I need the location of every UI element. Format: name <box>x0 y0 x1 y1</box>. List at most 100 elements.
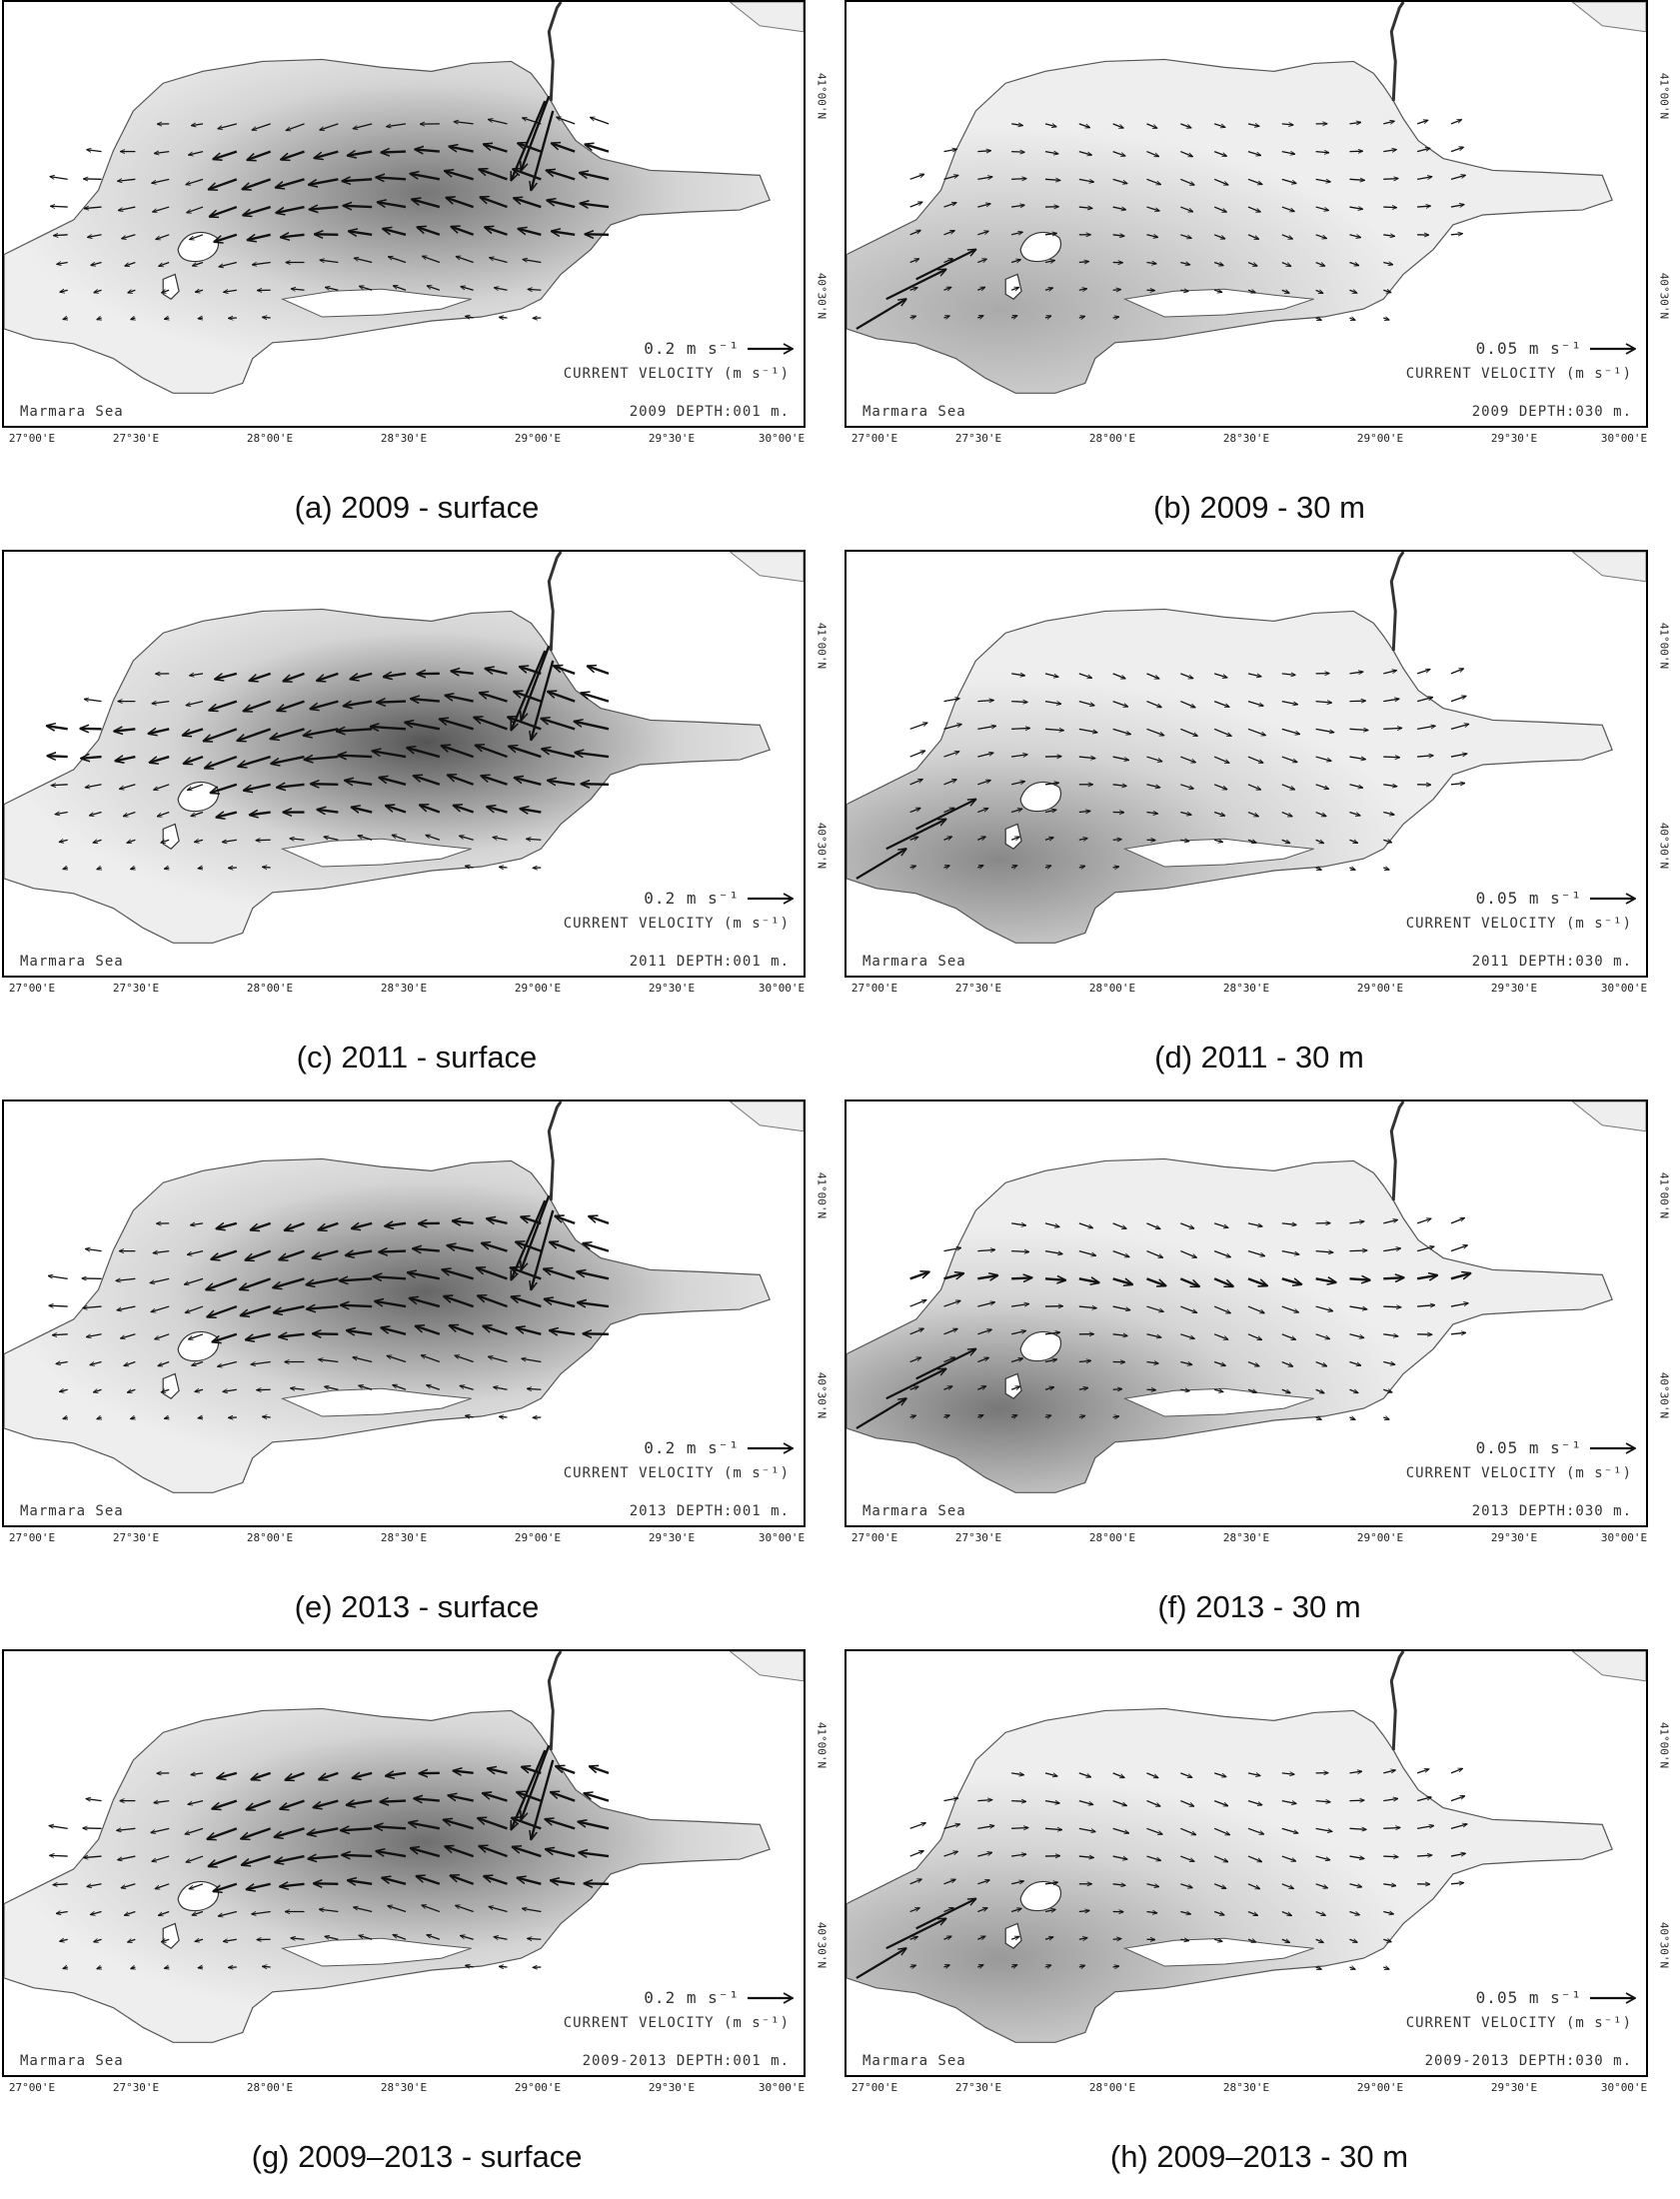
region-label: Marmara Sea <box>20 1503 124 1519</box>
velocity-arrow <box>1315 1333 1330 1339</box>
latitude-tick-label: 40°30'N <box>1657 1921 1671 1969</box>
velocity-arrow <box>552 143 576 153</box>
latitude-tick-label: 40°30'N <box>815 272 829 320</box>
region-label: Marmara Sea <box>862 954 966 970</box>
velocity-arrow <box>1450 1883 1463 1884</box>
velocity-arrow <box>1213 123 1225 127</box>
velocity-arrow <box>240 1277 272 1289</box>
velocity-arrow <box>191 811 204 817</box>
depth-label: 2009 DEPTH:030 m. <box>1471 404 1632 420</box>
scale-reference: 0.2 m s⁻¹ <box>644 339 794 358</box>
velocity-arrows <box>49 1744 610 1969</box>
velocity-arrow <box>251 1221 272 1230</box>
velocity-arrow <box>454 1771 474 1773</box>
velocity-arrow <box>585 144 610 153</box>
velocity-arrow <box>285 1221 305 1230</box>
velocity-arrow <box>977 753 993 758</box>
velocity-arrow <box>445 1846 475 1858</box>
velocity-arrow <box>350 672 373 680</box>
velocity-arrow <box>277 785 305 788</box>
velocity-arrow <box>909 1823 926 1829</box>
velocity-arrow <box>1010 1386 1019 1389</box>
velocity-arrow <box>909 1328 924 1335</box>
velocity-arrow <box>548 692 576 703</box>
velocity-arrow <box>271 728 305 739</box>
velocity-arrow <box>1315 1305 1333 1311</box>
velocity-arrow <box>405 723 441 731</box>
velocity-arrow <box>1010 288 1018 291</box>
velocity-arrow <box>1112 1416 1119 1417</box>
map-panel: 0.05 m s⁻¹ CURRENT VELOCITY (m s⁻¹) Marmar… <box>842 1649 1676 2199</box>
velocity-arrow <box>381 152 407 153</box>
velocity-arrow <box>943 837 952 840</box>
velocity-arrow <box>1044 1249 1062 1254</box>
velocity-arrow <box>1044 316 1051 318</box>
velocity-arrow <box>319 1909 339 1913</box>
velocity-arrow <box>427 286 441 291</box>
velocity-arrow <box>513 1847 542 1858</box>
velocity-arrow <box>555 1216 576 1224</box>
latitude-tick-label: 40°30'N <box>815 1371 829 1419</box>
velocity-arrow <box>1450 147 1463 153</box>
velocity-arrow <box>1450 175 1465 180</box>
velocity-arrow <box>499 317 508 318</box>
velocity-arrow <box>249 672 272 681</box>
velocity-arrow <box>1078 700 1094 706</box>
longitude-tick-label: 27°00'E <box>850 2081 898 2094</box>
velocity-arrow <box>1044 1359 1057 1362</box>
velocity-arrow <box>1011 755 1027 757</box>
velocity-arrow <box>319 1359 339 1363</box>
velocity-arrow <box>1247 261 1257 267</box>
velocity-arrow <box>1417 206 1430 207</box>
velocity-arrow <box>943 1908 954 1913</box>
velocity-arrow <box>89 811 102 816</box>
velocity-arrow <box>186 1855 204 1862</box>
velocity-arrow <box>53 1884 68 1885</box>
velocity-arrow <box>1281 1827 1298 1833</box>
longitude-tick-label: 30°00'E <box>758 2081 806 2094</box>
velocity-arrow <box>131 1967 136 1969</box>
velocity-arrow <box>340 1278 373 1280</box>
velocity-arrow <box>1416 1218 1431 1224</box>
velocity-arrow <box>1213 1883 1226 1889</box>
velocity-arrow <box>422 1905 441 1913</box>
velocity-arrow <box>286 123 305 131</box>
current-velocity-map <box>4 2 804 426</box>
velocity-arrow <box>1315 1939 1324 1942</box>
velocity-arrow <box>250 813 271 816</box>
velocity-arrow <box>1213 1333 1228 1339</box>
velocity-arrow <box>440 719 474 731</box>
velocity-arrow <box>1180 1249 1196 1258</box>
velocity-arrow <box>123 811 136 817</box>
velocity-arrow <box>521 1194 551 1269</box>
velocity-arrow <box>1349 729 1367 730</box>
velocity-arrow <box>164 1417 169 1418</box>
velocity-arrow <box>164 318 169 319</box>
velocity-arrow <box>291 1388 305 1389</box>
velocity-arrow <box>1112 123 1123 128</box>
velocity-arrow <box>381 1327 407 1335</box>
velocity-arrow <box>191 124 204 126</box>
velocity-arrow <box>1180 784 1193 789</box>
velocity-arrow <box>915 1899 976 1930</box>
sea-area <box>846 1707 1613 2043</box>
velocity-arrow <box>251 1771 272 1779</box>
velocity-arrow <box>855 1398 906 1429</box>
velocity-arrow <box>1383 150 1396 152</box>
velocity-arrow <box>188 1799 204 1805</box>
velocity-arrow <box>195 1939 204 1941</box>
longitude-tick-label: 28°00'E <box>246 1531 294 1544</box>
longitude-tick-label: 29°30'E <box>1490 2081 1538 2094</box>
velocity-arrow <box>1078 1799 1093 1805</box>
longitude-tick-label: 27°30'E <box>112 432 160 445</box>
velocity-arrow <box>1416 120 1428 125</box>
latitude-tick-label: 40°30'N <box>1657 1371 1671 1419</box>
velocity-arrow <box>411 174 441 181</box>
velocity-arrow <box>575 753 610 757</box>
velocity-arrow <box>155 1333 170 1339</box>
current-velocity-map <box>4 552 804 976</box>
velocity-arrow <box>466 316 474 318</box>
velocity-arrow <box>1112 1884 1125 1885</box>
velocity-arrow <box>1213 1827 1229 1834</box>
velocity-arrow <box>420 805 441 814</box>
